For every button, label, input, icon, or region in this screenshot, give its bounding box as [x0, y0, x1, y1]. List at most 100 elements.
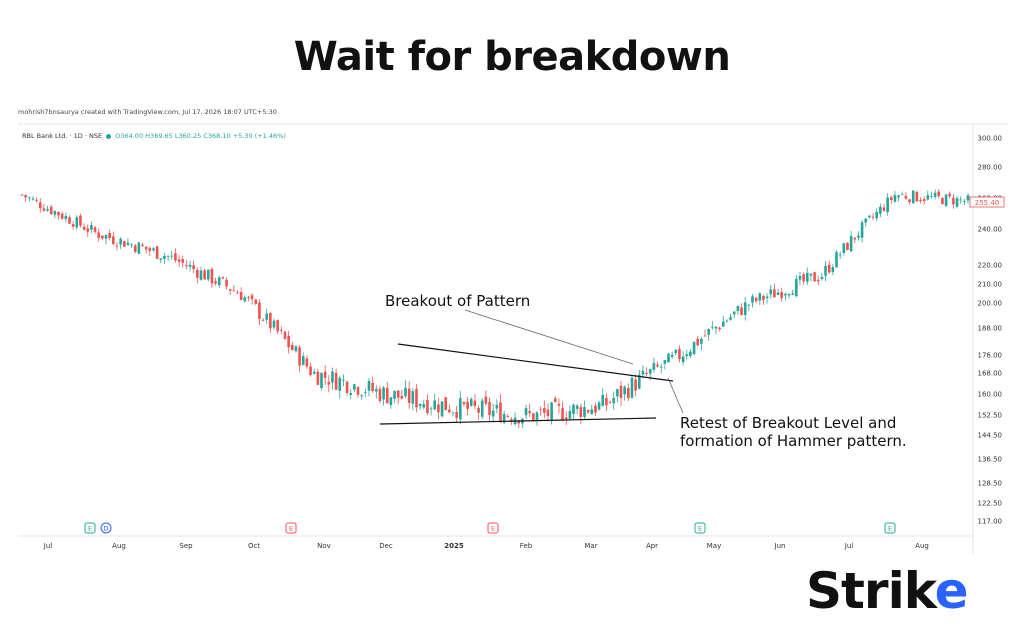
- candle-body: [663, 360, 667, 364]
- candle-body: [838, 254, 842, 256]
- candle-body: [952, 197, 955, 205]
- candle-body: [426, 399, 429, 414]
- candle-body: [637, 374, 641, 389]
- candle-body: [287, 336, 290, 348]
- price-axis-label: 117.00: [978, 518, 1003, 526]
- time-axis-label: Sep: [179, 542, 193, 550]
- candle-body: [371, 382, 374, 391]
- candle-body: [659, 366, 663, 368]
- event-marker[interactable]: E: [487, 522, 499, 534]
- candle-body: [572, 404, 575, 414]
- time-axis-label: Nov: [317, 542, 331, 550]
- candle-body: [455, 411, 458, 418]
- price-axis-label: 220.00: [978, 262, 1003, 270]
- candle-body: [199, 270, 203, 280]
- resistance-trendline: [397, 343, 674, 382]
- candle-body: [283, 331, 287, 339]
- candle-body: [736, 305, 740, 312]
- candle-body: [605, 398, 608, 406]
- candle-body: [721, 321, 725, 327]
- annotation-breakout: Breakout of Pattern: [385, 292, 530, 310]
- candle-body: [510, 419, 513, 422]
- candle-body: [535, 412, 539, 420]
- candle-body: [28, 197, 31, 199]
- candle-body: [451, 412, 455, 414]
- candle-body: [272, 320, 276, 328]
- event-marker[interactable]: D: [100, 522, 112, 534]
- candle-body: [327, 381, 331, 385]
- candle-body: [827, 264, 831, 273]
- candle-body: [115, 245, 119, 247]
- candle-body: [911, 190, 915, 204]
- candle-body: [597, 402, 601, 410]
- price-axis-label: 168.00: [978, 370, 1003, 378]
- ohlc-change: +5.30 (+1.46%): [232, 132, 286, 140]
- candle-body: [630, 377, 634, 398]
- candle-body: [860, 222, 864, 238]
- candle-body: [703, 335, 707, 337]
- candle-body: [809, 273, 813, 276]
- candle-body: [725, 320, 729, 322]
- event-marker[interactable]: E: [84, 522, 96, 534]
- time-axis-label: Dec: [379, 542, 393, 550]
- candle-body: [133, 245, 137, 252]
- candle-body: [502, 413, 506, 423]
- event-marker[interactable]: E: [285, 522, 297, 534]
- candle-body: [634, 379, 637, 391]
- time-axis-label: 2025: [444, 542, 464, 550]
- candle-body: [437, 404, 440, 413]
- candle-body: [86, 228, 90, 232]
- candle-body: [930, 196, 933, 197]
- candle-body: [93, 227, 97, 232]
- candle-body: [364, 392, 367, 393]
- candle-body: [367, 380, 371, 391]
- candle-body: [269, 313, 272, 329]
- strike-logo: Strike: [806, 562, 996, 620]
- candle-body: [374, 388, 378, 392]
- candle-body: [122, 241, 126, 247]
- candle-body: [963, 200, 966, 202]
- ohlc-high: H369.65: [145, 132, 173, 140]
- candle-body: [747, 304, 751, 306]
- candle-body: [415, 388, 418, 408]
- candle-body: [583, 407, 586, 417]
- candle-body: [524, 408, 528, 416]
- event-marker-label: E: [491, 525, 495, 533]
- annotation-retest-line1: Retest of Breakout Level and: [680, 414, 896, 432]
- candle-body: [181, 259, 185, 263]
- candle-body: [320, 372, 323, 389]
- last-price-tag: [969, 196, 1005, 208]
- event-marker-label: E: [888, 525, 892, 533]
- candle-body: [842, 243, 846, 253]
- price-axis-label: 200.00: [978, 300, 1003, 308]
- candle-body: [780, 292, 784, 298]
- time-axis-label: May: [707, 542, 721, 550]
- candle-body: [90, 225, 93, 230]
- time-axis-label: Aug: [112, 542, 126, 550]
- candle-body: [564, 417, 568, 420]
- candle-body: [751, 296, 754, 303]
- candle-body: [422, 403, 426, 408]
- candle-body: [944, 194, 948, 206]
- candle-body: [893, 195, 897, 202]
- candle-body: [623, 386, 626, 395]
- logo-text-main: Strik: [806, 562, 936, 620]
- candle-body: [477, 408, 480, 413]
- event-marker[interactable]: E: [884, 522, 896, 534]
- candle-body: [389, 397, 393, 405]
- candle-body: [112, 236, 115, 244]
- candle-body: [35, 200, 38, 201]
- candle-body: [561, 408, 564, 421]
- candle-body: [404, 387, 407, 397]
- candle-body: [875, 211, 878, 219]
- price-axis-label: 188.00: [978, 325, 1003, 333]
- candle-body: [579, 407, 583, 418]
- candle-body: [24, 194, 27, 198]
- candle-body: [882, 207, 886, 211]
- candle-body: [868, 215, 871, 218]
- event-marker[interactable]: E: [694, 522, 706, 534]
- candle-body: [433, 400, 437, 410]
- event-marker-label: E: [698, 525, 702, 533]
- candle-body: [192, 265, 195, 270]
- candle-body: [959, 199, 962, 201]
